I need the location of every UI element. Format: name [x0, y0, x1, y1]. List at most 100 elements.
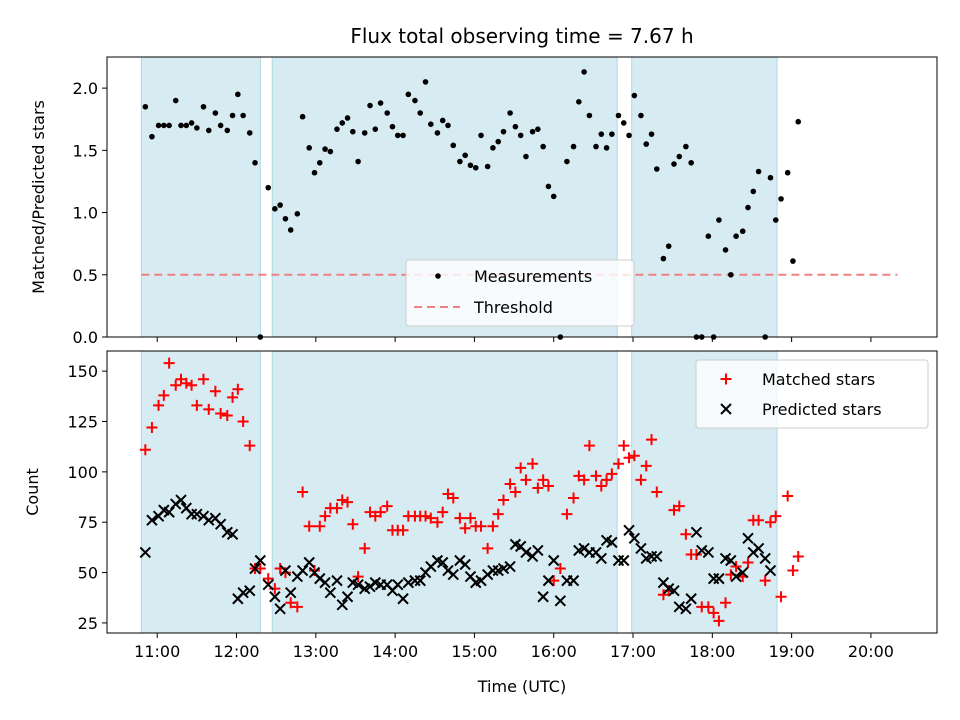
matched-star-point [606, 468, 618, 480]
measurement-point [716, 217, 722, 223]
measurement-point [450, 142, 457, 149]
measurement-point [445, 122, 451, 129]
measurement-point [603, 145, 610, 151]
measurement-point [194, 125, 200, 131]
predicted-star-point [341, 591, 354, 603]
matched-star-point [532, 482, 544, 494]
measurement-point [417, 110, 424, 116]
matched-star-point [537, 474, 549, 486]
measurement-point [767, 174, 774, 181]
bottom-x-axis: 11:00 12:00 13:00 14:00 15:00 16:00 17:00 18:00… [134, 633, 894, 661]
y-tick-label: 2.0 [73, 79, 98, 98]
predicted-star-point [764, 564, 777, 577]
predicted-star-point [635, 542, 647, 555]
predicted-star-point [623, 524, 635, 536]
matched-star-point [186, 379, 198, 391]
predicted-star-point [303, 556, 315, 569]
predicted-star-point [759, 552, 771, 565]
matched-star-point [612, 458, 624, 470]
matched-star-point [770, 510, 782, 522]
measurement-point [384, 110, 390, 116]
predicted-star-point [285, 587, 297, 599]
matched-star-point [359, 542, 371, 554]
matched-star-point [215, 407, 227, 419]
predicted-star-point [673, 601, 685, 613]
matched-star-point [527, 458, 539, 470]
matched-star-point [515, 462, 527, 474]
matched-star-point [730, 561, 742, 573]
predicted-star-point [319, 576, 331, 589]
x-tick-label: 17:00 [610, 642, 656, 661]
measurement-point [405, 91, 412, 98]
predicted-star-point [680, 603, 692, 615]
x-tick-label: 14:00 [372, 642, 418, 661]
measurement-point [361, 130, 368, 136]
matched-star-point [254, 563, 266, 575]
legend-marker-measurements [435, 273, 441, 279]
measurement-point [327, 148, 334, 155]
matched-star-point [651, 486, 663, 498]
x-tick-label: 15:00 [451, 642, 497, 661]
measurement-point [660, 255, 667, 262]
measurement-point [535, 126, 541, 132]
matched-star-point [497, 494, 509, 506]
measurement-point [246, 130, 253, 136]
matched-star-point [520, 474, 532, 486]
measurement-point [784, 169, 791, 176]
predicted-star-point [163, 506, 175, 518]
top-x-ticks [156, 337, 872, 342]
measurement-point [316, 159, 323, 166]
matched-star-point [347, 518, 359, 530]
matched-star-point [792, 550, 804, 562]
legend-frame [405, 259, 635, 327]
predicted-star-point [274, 603, 286, 615]
measurement-point [778, 196, 784, 202]
predicted-star-point [725, 554, 737, 567]
matched-star-point [775, 591, 787, 603]
predicted-star-point [730, 570, 742, 583]
y-tick-label: 1.5 [73, 141, 98, 160]
bottom-legend: Matched stars Predicted stars [695, 359, 929, 429]
predicted-star-point [737, 566, 749, 579]
measurement-point [545, 183, 552, 190]
predicted-star-point [436, 556, 449, 569]
x-tick-label: 12:00 [213, 642, 259, 661]
predicted-star-point [651, 550, 663, 563]
x-tick-label: 16:00 [531, 642, 577, 661]
shaded-interval [631, 56, 778, 338]
predicted-star-point [214, 518, 227, 530]
predicted-star-point [402, 576, 415, 589]
matched-star-point [285, 597, 297, 609]
predicted-star-point [175, 494, 187, 506]
measurement-point [593, 143, 599, 150]
matched-star-point [459, 522, 471, 534]
y-tick-label: 125 [67, 413, 98, 432]
predicted-star-point [191, 508, 203, 520]
measurement-point [772, 217, 779, 223]
measurement-point [166, 122, 172, 129]
measurements-series [142, 69, 802, 340]
matched-star-point [163, 357, 175, 369]
matched-star-point [782, 490, 794, 502]
matched-star-point [542, 480, 554, 492]
predicted-star-point [262, 578, 274, 591]
measurement-point [671, 161, 677, 167]
predicted-star-point [554, 595, 567, 607]
matched-star-point [425, 512, 437, 524]
predicted-star-point [702, 546, 715, 559]
measurement-point [178, 122, 184, 129]
matched-star-point [291, 601, 303, 613]
bottom-y-axis: 25 50 75 100 125 150 [67, 362, 107, 633]
legend-label-threshold: Threshold [473, 298, 553, 317]
matched-star-point [420, 510, 432, 522]
matched-star-point [475, 520, 487, 532]
measurement-point [457, 158, 463, 165]
measurement-point [265, 184, 272, 191]
measurement-point [367, 102, 373, 109]
measurement-point [299, 113, 306, 120]
matched-star-point [590, 470, 602, 482]
matched-star-point [753, 514, 765, 526]
measurement-point [434, 130, 441, 136]
matched-star-point [454, 512, 466, 524]
y-tick-label: 0.0 [73, 328, 98, 347]
